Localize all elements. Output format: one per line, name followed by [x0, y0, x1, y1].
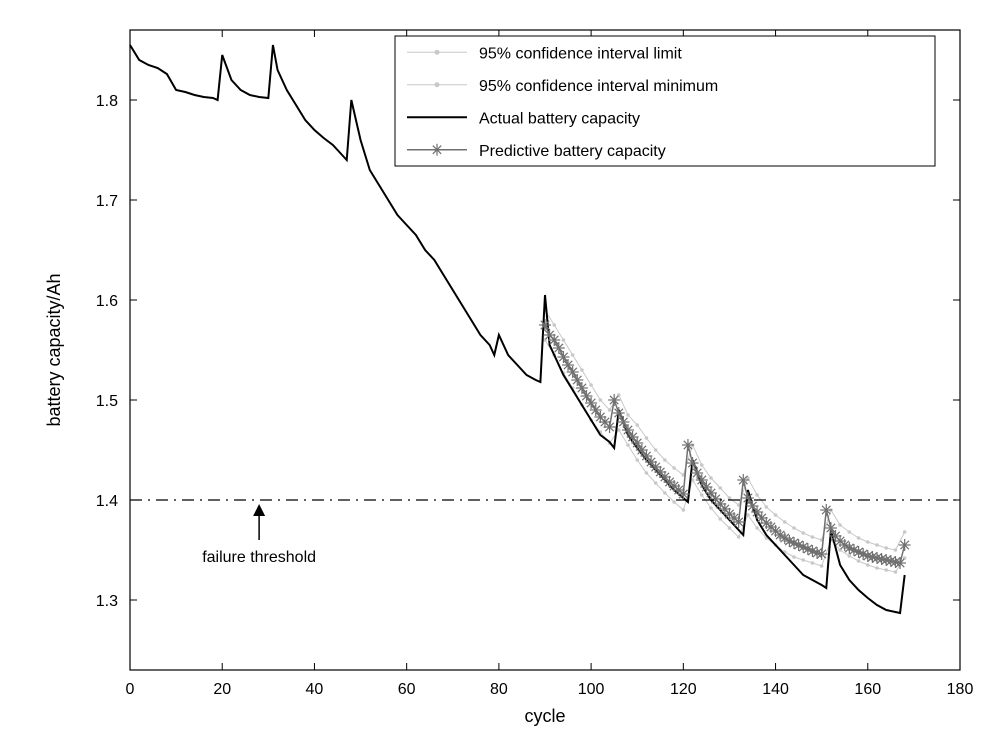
y-tick-label: 1.8 — [96, 93, 118, 110]
asterisk-marker — [737, 474, 749, 486]
x-tick-label: 20 — [213, 681, 231, 698]
failure-threshold-label: failure threshold — [202, 549, 316, 566]
legend-item-label: 95% confidence interval minimum — [479, 78, 718, 95]
y-tick-label: 1.7 — [96, 193, 118, 210]
x-tick-label: 40 — [306, 681, 324, 698]
y-tick-label: 1.3 — [96, 593, 118, 610]
chart-container: 0 20 40 60 80 100 120 140 160 180 1.3 1.4 1.5 1.6 1.7 1… — [0, 0, 1000, 754]
legend-item-label: 95% confidence interval limit — [479, 45, 682, 62]
x-tick-label: 120 — [670, 681, 697, 698]
chart-svg: 0 20 40 60 80 100 120 140 160 180 1.3 1.4 1.5 1.6 1.7 1… — [0, 0, 1000, 754]
legend-item-label: Predictive battery capacity — [479, 143, 666, 160]
x-tick-label: 180 — [947, 681, 974, 698]
y-axis-label: battery capacity/Ah — [44, 273, 64, 426]
y-tick-label: 1.6 — [96, 293, 118, 310]
x-tick-label: 140 — [762, 681, 789, 698]
x-tick-label: 0 — [126, 681, 135, 698]
asterisk-marker — [820, 504, 832, 516]
asterisk-marker — [894, 557, 906, 569]
x-tick-label: 160 — [854, 681, 881, 698]
asterisk-marker — [682, 439, 694, 451]
legend-item-label: Actual battery capacity — [479, 110, 640, 127]
asterisk-marker — [604, 421, 616, 433]
x-tick-label: 80 — [490, 681, 508, 698]
x-tick-label: 100 — [578, 681, 605, 698]
y-tick-label: 1.5 — [96, 393, 118, 410]
x-axis-label: cycle — [524, 706, 565, 726]
x-tick-label: 60 — [398, 681, 416, 698]
y-tick-label: 1.4 — [96, 493, 118, 510]
